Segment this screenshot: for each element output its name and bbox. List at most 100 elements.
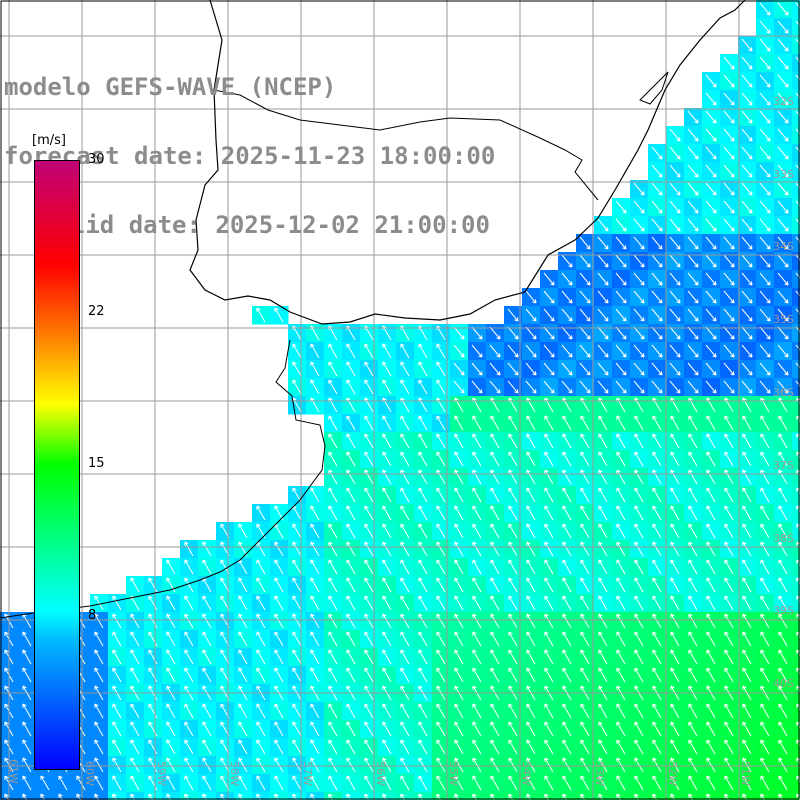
- colorbar-tick: 8: [88, 608, 97, 623]
- wind-arrow: [759, 344, 771, 358]
- wind-arrow: [507, 362, 519, 376]
- wind-arrow: [760, 505, 770, 521]
- lon-label: 58W: [228, 761, 241, 786]
- wind-arrow: [436, 739, 446, 755]
- wind-arrow: [454, 793, 460, 800]
- wind-arrow: [22, 721, 32, 737]
- wind-arrow: [724, 487, 734, 503]
- wind-arrow: [759, 20, 771, 34]
- wind-arrow: [562, 595, 572, 611]
- wind-arrow: [418, 649, 428, 665]
- lat-label: 37S: [773, 459, 794, 472]
- wind-arrow: [418, 613, 428, 629]
- wind-arrow: [778, 415, 788, 431]
- wind-arrow: [364, 721, 374, 737]
- wind-arrow: [544, 667, 554, 683]
- wind-arrow: [741, 200, 753, 214]
- wind-arrow: [346, 433, 356, 449]
- wind-arrow: [741, 74, 753, 88]
- wind-arrow: [346, 703, 356, 719]
- wind-speed-cell: [468, 792, 487, 800]
- wind-arrow: [741, 380, 753, 394]
- wind-arrow: [471, 326, 483, 340]
- wind-arrow: [400, 433, 410, 449]
- wind-arrow: [652, 541, 662, 557]
- wind-arrow: [741, 110, 753, 124]
- wind-arrow: [616, 541, 626, 557]
- wind-arrow: [544, 451, 554, 467]
- wind-speed-cell: [792, 36, 800, 55]
- wind-arrow: [526, 541, 536, 557]
- wind-arrow: [706, 595, 716, 611]
- wind-arrow: [795, 380, 800, 387]
- wind-arrow: [292, 775, 302, 791]
- wind-arrow: [166, 577, 176, 593]
- wind-arrow: [598, 505, 608, 521]
- wind-arrow: [256, 649, 266, 665]
- wind-arrow: [724, 577, 734, 593]
- coastline: [189, 0, 746, 325]
- wind-arrow: [346, 361, 356, 377]
- wind-arrow: [651, 218, 663, 232]
- wind-arrow: [543, 290, 555, 304]
- wind-arrow: [292, 541, 302, 557]
- wind-arrow: [400, 469, 410, 485]
- wind-arrow: [688, 433, 698, 449]
- wind-arrow: [705, 254, 717, 268]
- wind-arrow: [400, 343, 410, 359]
- wind-arrow: [526, 667, 536, 683]
- wind-arrow: [472, 667, 482, 683]
- wind-arrow: [166, 595, 176, 611]
- wind-arrow: [472, 577, 482, 593]
- wind-arrow: [256, 703, 266, 719]
- wind-speed-cell: [792, 288, 800, 307]
- wind-arrow: [580, 649, 590, 665]
- wind-arrow: [382, 757, 392, 773]
- wind-arrow: [490, 487, 500, 503]
- wind-arrow: [454, 595, 464, 611]
- wind-arrow: [795, 146, 800, 153]
- wind-arrow: [778, 649, 788, 665]
- wind-arrow: [795, 38, 800, 45]
- wind-arrow: [525, 380, 537, 394]
- wind-speed-cell: [792, 612, 800, 631]
- wind-arrow: [418, 577, 428, 593]
- wind-arrow: [310, 343, 320, 359]
- wind-arrow: [310, 595, 320, 611]
- wind-arrow: [724, 793, 730, 800]
- wind-arrow: [669, 182, 681, 196]
- wind-arrow: [490, 415, 500, 431]
- wind-speed-cell: [792, 378, 800, 397]
- wind-arrow: [778, 667, 788, 683]
- wind-arrow: [364, 703, 374, 719]
- wind-arrow: [112, 775, 122, 791]
- wind-arrow: [741, 308, 753, 322]
- wind-arrow: [778, 631, 788, 647]
- wind-speed-cell: [792, 234, 800, 253]
- wind-arrow: [40, 775, 50, 791]
- wind-arrow: [436, 487, 446, 503]
- wind-arrow: [400, 667, 410, 683]
- wind-arrow: [256, 775, 266, 791]
- wind-speed-cell: [792, 540, 800, 559]
- wind-arrow: [508, 523, 518, 539]
- wind-arrow: [670, 577, 680, 593]
- wind-arrow: [616, 793, 622, 800]
- wind-arrow: [778, 505, 788, 521]
- wind-arrow: [706, 469, 716, 485]
- wind-speed-cell: [792, 558, 800, 577]
- wind-arrow: [741, 182, 753, 196]
- wind-arrow: [256, 631, 266, 647]
- wind-arrow: [633, 182, 645, 196]
- wind-arrow: [382, 721, 392, 737]
- wind-arrow: [274, 703, 284, 719]
- wind-arrow: [166, 703, 176, 719]
- wind-arrow: [723, 344, 735, 358]
- wind-arrow: [112, 721, 122, 737]
- wind-arrow: [795, 128, 800, 135]
- wind-speed-cell: [792, 144, 800, 163]
- wind-arrow: [598, 703, 608, 719]
- wind-arrow: [40, 793, 46, 800]
- wind-arrow: [543, 380, 555, 394]
- wind-arrow: [346, 631, 356, 647]
